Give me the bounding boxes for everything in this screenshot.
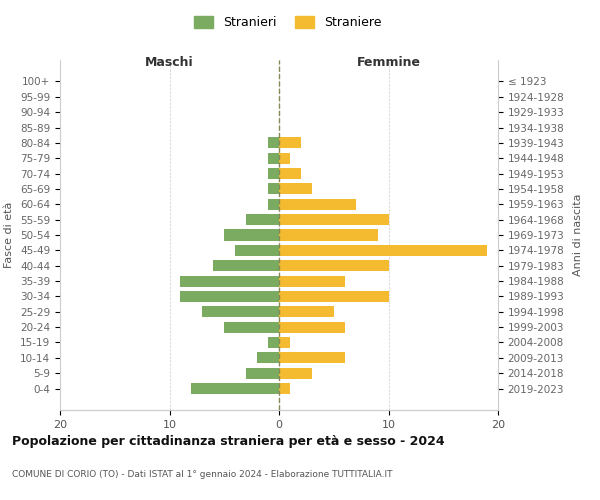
Text: Popolazione per cittadinanza straniera per età e sesso - 2024: Popolazione per cittadinanza straniera p… <box>12 435 445 448</box>
Text: COMUNE DI CORIO (TO) - Dati ISTAT al 1° gennaio 2024 - Elaborazione TUTTITALIA.I: COMUNE DI CORIO (TO) - Dati ISTAT al 1° … <box>12 470 392 479</box>
Bar <box>214 260 279 271</box>
Y-axis label: Anni di nascita: Anni di nascita <box>573 194 583 276</box>
Bar <box>279 152 290 164</box>
Bar <box>224 322 279 332</box>
Bar <box>279 276 345 286</box>
Y-axis label: Fasce di età: Fasce di età <box>4 202 14 268</box>
Bar <box>268 184 279 194</box>
Bar <box>181 291 279 302</box>
Bar <box>279 322 345 332</box>
Legend: Stranieri, Straniere: Stranieri, Straniere <box>190 11 386 34</box>
Text: Femmine: Femmine <box>356 56 421 69</box>
Bar <box>224 230 279 240</box>
Bar <box>268 337 279 348</box>
Bar <box>268 138 279 148</box>
Text: Maschi: Maschi <box>145 56 194 69</box>
Bar <box>279 214 389 225</box>
Bar <box>279 352 345 364</box>
Bar <box>268 152 279 164</box>
Bar <box>279 306 334 318</box>
Bar <box>268 199 279 210</box>
Bar <box>279 138 301 148</box>
Bar <box>181 276 279 286</box>
Bar <box>191 383 279 394</box>
Bar <box>268 168 279 179</box>
Bar <box>279 368 312 378</box>
Bar <box>279 230 377 240</box>
Bar <box>257 352 279 364</box>
Bar <box>279 337 290 348</box>
Bar <box>246 368 279 378</box>
Bar <box>279 383 290 394</box>
Bar <box>279 199 356 210</box>
Bar <box>235 245 279 256</box>
Bar <box>279 184 312 194</box>
Bar <box>279 245 487 256</box>
Bar <box>279 260 389 271</box>
Bar <box>202 306 279 318</box>
Bar <box>279 291 389 302</box>
Bar <box>279 168 301 179</box>
Bar <box>246 214 279 225</box>
